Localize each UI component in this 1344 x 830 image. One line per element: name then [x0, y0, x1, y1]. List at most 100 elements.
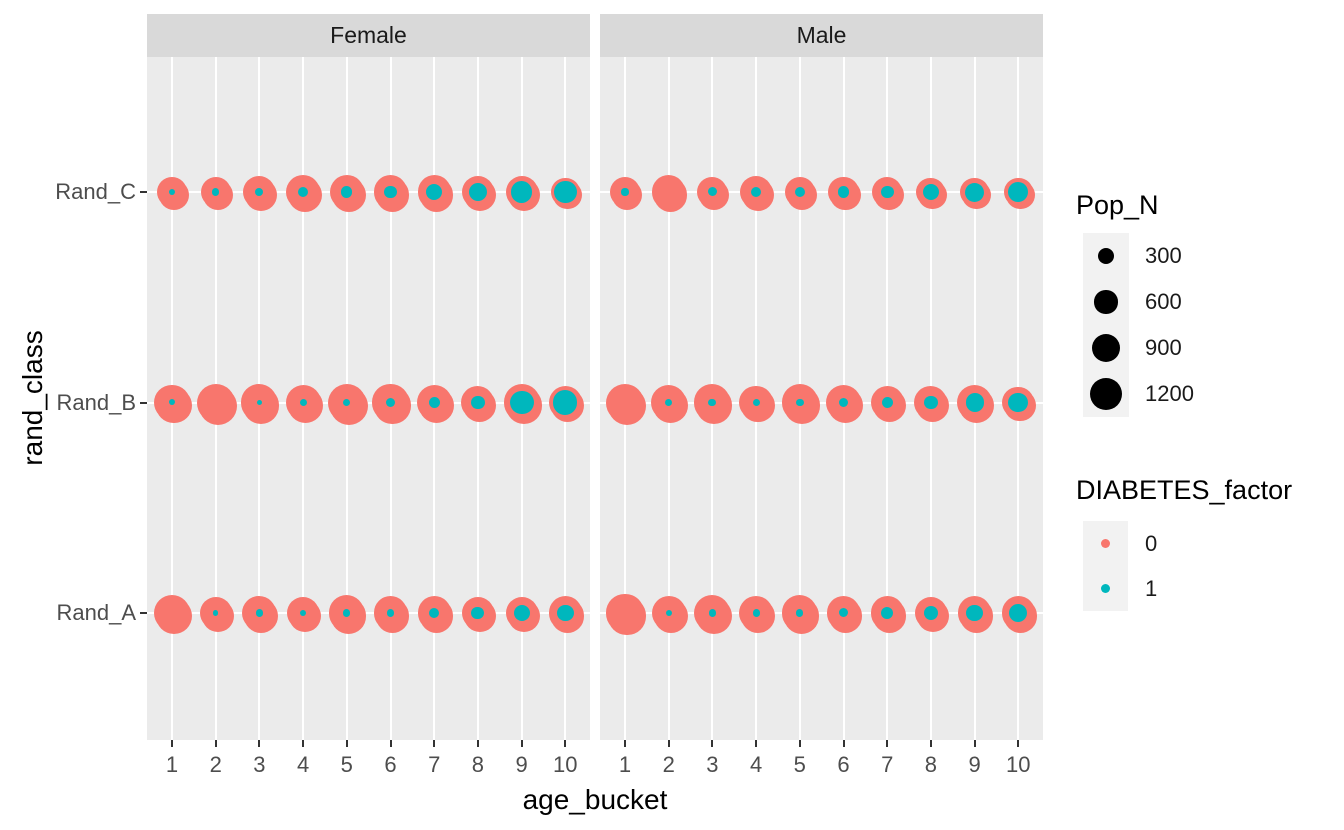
x-tick-label: 9	[968, 752, 981, 777]
panel-female	[147, 57, 590, 740]
y-tick-label: Rand_B	[56, 389, 136, 415]
x-tick-mark	[929, 740, 932, 747]
bubble-factor1	[965, 182, 985, 202]
bubble-factor1	[707, 187, 717, 197]
bubble-factor1	[386, 609, 395, 617]
size-legend-key	[1083, 325, 1129, 371]
x-tick-label: 10	[1006, 752, 1031, 777]
x-tick-label: 4	[749, 752, 763, 777]
bubble-factor1	[923, 606, 938, 620]
bubble-factor1	[881, 396, 893, 408]
bubble-factor1	[708, 609, 716, 617]
bubble-factor1	[838, 608, 848, 618]
bubble-factor0	[652, 175, 686, 209]
bubble-factor1	[1008, 181, 1029, 202]
x-tick-mark	[624, 740, 626, 747]
bubble-factor1	[553, 180, 577, 204]
x-tick-label: 8	[471, 752, 485, 777]
bubble-factor1	[751, 187, 762, 197]
y-tick-label: Rand_C	[55, 179, 136, 204]
bubble-factor1	[513, 604, 530, 621]
size-legend-title: Pop_N	[1076, 190, 1159, 220]
bubble-factor1	[556, 604, 574, 622]
bubble-factor1	[256, 399, 262, 406]
bubble-factor1	[922, 183, 939, 200]
color-legend-label: 1	[1145, 576, 1158, 601]
bubble-factor0	[196, 383, 235, 422]
bubble-factor1	[880, 185, 894, 199]
x-tick-label: 5	[340, 752, 353, 777]
bubble-factor1	[965, 393, 984, 412]
bubble-factor1	[1009, 603, 1028, 622]
bubble-factor1	[385, 397, 395, 407]
bubble-factor1	[168, 399, 175, 406]
bubble-factor1	[708, 398, 717, 407]
size-legend-label: 900	[1145, 335, 1182, 360]
x-tick-label: 5	[793, 752, 806, 777]
x-tick-mark	[842, 740, 845, 747]
x-tick-mark	[711, 740, 714, 747]
gridline-horizontal	[147, 191, 590, 193]
facet-strip-female: Female	[147, 14, 590, 57]
bubble-factor1	[255, 609, 263, 617]
x-tick-mark	[886, 740, 889, 747]
color-legend-title: DIABETES_factor	[1076, 475, 1293, 505]
x-tick-label: 2	[662, 752, 675, 777]
x-tick-mark	[1017, 740, 1020, 747]
size-legend-key	[1083, 371, 1129, 417]
bubble-factor1	[343, 398, 351, 406]
size-legend-key	[1083, 279, 1129, 325]
bubble-factor1	[509, 390, 534, 415]
x-tick-label: 6	[837, 752, 850, 777]
size-legend-label: 300	[1145, 243, 1182, 268]
x-tick-label: 3	[253, 752, 266, 777]
bubble-factor1	[468, 182, 487, 201]
x-tick-label: 7	[428, 752, 441, 777]
bubble-factor1	[665, 609, 672, 616]
size-legend-label: 1200	[1145, 381, 1194, 406]
x-tick-mark	[667, 740, 670, 747]
color-legend-key	[1083, 521, 1128, 566]
bubble-factor1	[794, 187, 805, 197]
size-legend-label: 600	[1145, 289, 1182, 314]
size-legend-circle-icon	[1089, 377, 1123, 411]
color-legend-dot-icon	[1101, 539, 1110, 548]
color-legend-dot-icon	[1101, 584, 1110, 593]
color-legend-label: 0	[1145, 531, 1158, 556]
bubble-factor1	[298, 187, 309, 197]
x-tick-label: 6	[384, 752, 397, 777]
bubble-factor1	[553, 390, 578, 415]
x-tick-label: 3	[706, 752, 719, 777]
bubble-factor1	[471, 606, 485, 620]
x-tick-mark	[433, 740, 436, 747]
bubble-factor1	[838, 397, 848, 407]
bubble-factor1	[212, 188, 220, 196]
y-tick-mark	[140, 191, 147, 193]
x-tick-mark	[171, 740, 173, 747]
bubble-factor1	[429, 608, 440, 618]
bubble-factor1	[426, 183, 443, 200]
x-tick-mark	[389, 740, 392, 747]
bubble-factor1	[752, 609, 760, 617]
gridline-horizontal	[147, 612, 590, 614]
x-tick-label: 1	[165, 752, 179, 777]
bubble-factor1	[966, 604, 984, 622]
bubble-factor0	[606, 594, 644, 632]
gridline-horizontal	[147, 401, 590, 404]
bubble-factor1	[795, 398, 804, 407]
bubble-factor0	[153, 594, 191, 632]
x-tick-mark	[258, 740, 261, 747]
bubble-factor1	[428, 396, 440, 408]
x-tick-label: 4	[296, 752, 310, 777]
size-legend-key	[1083, 233, 1129, 279]
bubble-factor1	[343, 609, 351, 617]
bubble-factor1	[299, 398, 307, 406]
y-tick-mark	[140, 401, 147, 404]
x-tick-mark	[755, 740, 758, 747]
x-tick-mark	[520, 740, 523, 747]
bubble-factor1	[621, 188, 629, 196]
size-legend-circle-icon	[1091, 333, 1121, 363]
bubble-factor1	[752, 398, 760, 406]
x-tick-mark	[798, 740, 801, 747]
